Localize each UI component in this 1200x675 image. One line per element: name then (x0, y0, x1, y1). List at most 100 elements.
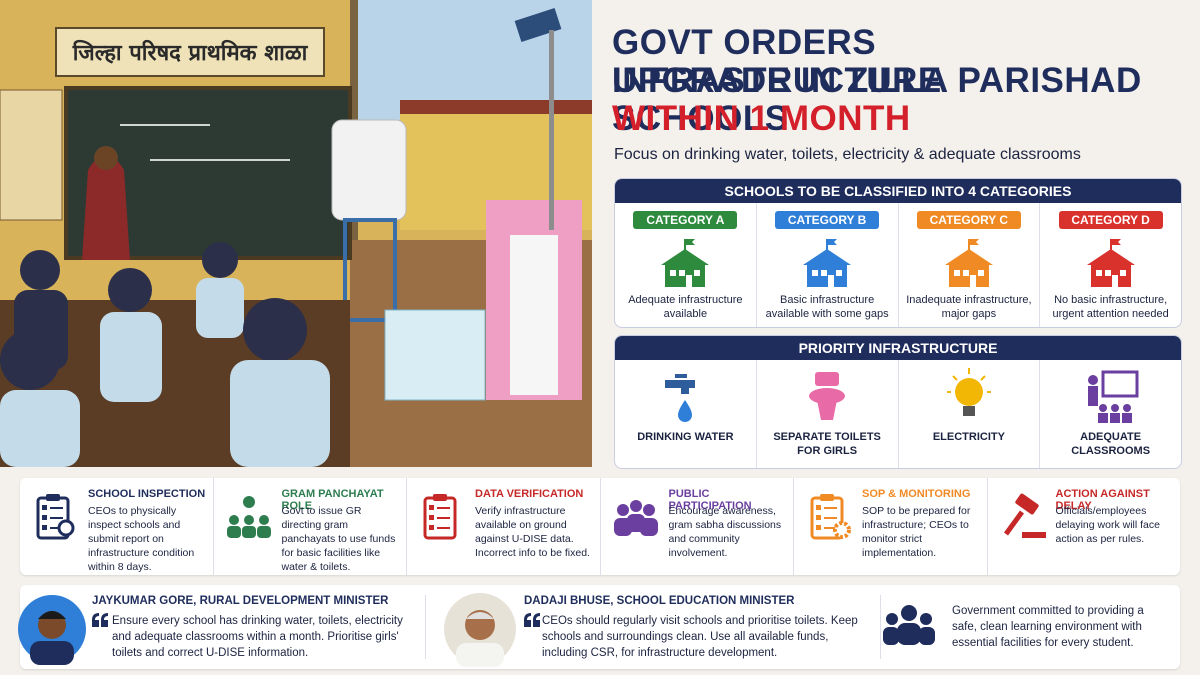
action-text: Officials/employees delaying work will f… (1055, 505, 1160, 545)
action-text: Govt to issue GR directing gram panchaya… (281, 505, 396, 573)
cistern (815, 372, 840, 386)
chalk-writing (120, 124, 290, 161)
clip (820, 494, 834, 501)
window (812, 270, 819, 276)
signboard-text: जिल्हा परिषद प्राथमिक शाळा (72, 39, 309, 66)
flag (1110, 239, 1121, 245)
roof (944, 249, 993, 265)
student (1122, 404, 1131, 412)
portrait (18, 595, 86, 665)
roof (803, 249, 852, 265)
category-label: CATEGORY A (633, 211, 738, 229)
action-text: Encourage awareness, gram sabha discussi… (668, 505, 782, 559)
gear (833, 521, 851, 539)
student (1110, 404, 1119, 412)
school-icon (661, 239, 710, 287)
priority-icon (809, 372, 846, 420)
gavel-base (1021, 532, 1046, 538)
quote-icon (92, 613, 108, 627)
panel-title: SCHOOLS TO BE CLASSIFIED INTO 4 CATEGORI… (615, 179, 1181, 203)
priority-icon (1087, 370, 1139, 423)
clip (46, 494, 60, 501)
check-box (42, 505, 47, 510)
check-box (429, 525, 434, 530)
priority: DRINKING WATER (615, 360, 757, 468)
community-icon (883, 605, 935, 645)
check-box (42, 515, 47, 520)
flag (685, 239, 696, 245)
action: ACTION AGAINST DELAY Officials/employees … (988, 478, 1181, 575)
action-title: DATA VERIFICATION (475, 488, 584, 500)
person-head (258, 515, 269, 525)
action: PUBLIC PARTICIPATION Encourage awareness,… (601, 478, 794, 575)
category: CATEGORY A Adequate infrastructure availa… (615, 203, 757, 327)
action-text: CEOs to physically inspect schools and s… (88, 505, 195, 573)
water-tank (331, 119, 407, 221)
priority: ADEQUATE CLASSROOMS (1040, 360, 1181, 468)
priority-icon (665, 374, 696, 422)
priority-label: ADEQUATE CLASSROOMS (1071, 431, 1151, 457)
action-title: GRAM PANCHAYAT ROLE (281, 488, 384, 512)
title-line: Govt Orders Infrastructure (612, 23, 942, 100)
action-title: PUBLIC PARTICIPATION (668, 488, 752, 512)
clip (433, 494, 447, 501)
wall-edge (350, 0, 358, 467)
priority-label: ELECTRICITY (932, 431, 1005, 443)
leader (242, 496, 255, 508)
subtitle: Focus on drinking water, toilets, electr… (614, 146, 1081, 163)
action-text: Verify infrastructure available on groun… (475, 505, 590, 559)
priority-panel: PRIORITY INFRASTRUCTURE DRINKING WATER SE… (614, 335, 1182, 469)
action-icon (423, 494, 457, 540)
check-box (429, 515, 434, 520)
ray (952, 375, 958, 381)
door (969, 275, 976, 287)
bulb (954, 378, 983, 406)
flag (827, 239, 838, 245)
action-title: SCHOOL INSPECTION (88, 488, 206, 500)
action-title: ACTION AGAINST DELAY (1055, 488, 1150, 512)
person-head (642, 504, 655, 516)
door (828, 275, 835, 287)
student (1098, 404, 1107, 412)
category-list: CATEGORY A Adequate infrastructure availa… (615, 203, 1181, 327)
person-head (616, 504, 629, 516)
priority-icon (946, 368, 991, 416)
teacher (82, 155, 130, 260)
priority-list: DRINKING WATER SEPARATE TOILETS FOR GIRLS… (615, 360, 1181, 468)
person-body (626, 514, 645, 532)
check-box (816, 515, 821, 520)
board (1101, 370, 1139, 398)
tap-handle (675, 374, 688, 378)
title-line: Upgrade in Zilla Parishad Schools (612, 61, 1142, 138)
quotes-row: JAYKUMAR GORE, RURAL DEVELOPMENT MINISTE… (18, 585, 1180, 669)
quote-name: DADAJI BHUSE, SCHOOL EDUCATION MINISTER (524, 595, 795, 607)
check-box (816, 525, 821, 530)
category-label: CATEGORY D (1058, 211, 1163, 229)
bulb-base (962, 406, 975, 416)
tap (665, 380, 696, 394)
action: SOP & MONITORING SOP to be prepared for i… (794, 478, 988, 575)
action: DATA VERIFICATION Verify infrastructure a… (407, 478, 601, 575)
flag (968, 239, 979, 245)
window (679, 270, 686, 276)
student-body (1097, 413, 1108, 423)
solar-panel (514, 8, 562, 42)
window (962, 270, 969, 276)
drop (678, 400, 693, 422)
window (977, 270, 984, 276)
teacher-head (94, 146, 118, 170)
magnifier (57, 519, 75, 537)
student-body (1121, 413, 1132, 423)
actions-row: SCHOOL INSPECTION CEOs to physically insp… (20, 478, 1180, 575)
action-text: SOP to be prepared for infrastructure; C… (862, 505, 971, 559)
category-label: CATEGORY C (916, 211, 1021, 229)
person-head (629, 500, 642, 512)
action: GRAM PANCHAYAT ROLE Govt to issue GR dire… (214, 478, 407, 575)
action-icon (36, 494, 75, 540)
check-box (816, 505, 821, 510)
title-highlight: Within 1 Month (612, 99, 911, 138)
category-description: Inadequate infrastructure, major gaps (906, 294, 1032, 320)
portrait (444, 593, 516, 667)
window (836, 270, 843, 276)
